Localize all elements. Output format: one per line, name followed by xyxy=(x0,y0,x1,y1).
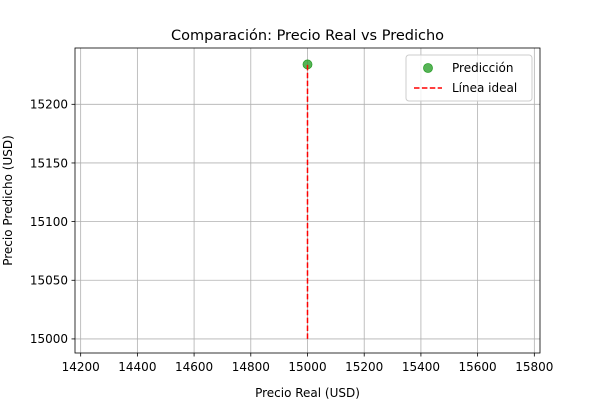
legend-marker-prediccion xyxy=(423,63,433,73)
legend-label-prediccion: Predicción xyxy=(452,61,514,75)
x-axis-ticks: 14200 14400 14600 14800 15000 15200 15400 15600… xyxy=(62,353,553,374)
x-tick-label: 15400 xyxy=(402,360,440,374)
x-tick-label: 15000 xyxy=(288,360,326,374)
y-tick-label: 15050 xyxy=(30,274,68,288)
x-tick-label: 14200 xyxy=(62,360,100,374)
x-tick-label: 14600 xyxy=(175,360,213,374)
x-tick-label: 14400 xyxy=(118,360,156,374)
y-tick-label: 15100 xyxy=(30,215,68,229)
legend: Predicción Línea ideal xyxy=(405,54,533,102)
y-axis-label: Precio Predicho (USD) xyxy=(1,135,15,266)
x-tick-label: 15800 xyxy=(515,360,553,374)
y-axis-ticks: 15000 15050 15100 15150 15200 xyxy=(30,98,75,346)
x-tick-label: 14800 xyxy=(232,360,270,374)
y-tick-label: 15200 xyxy=(30,98,68,112)
legend-label-linea-ideal: Línea ideal xyxy=(452,81,517,95)
y-tick-label: 15150 xyxy=(30,156,68,170)
x-tick-label: 15600 xyxy=(459,360,497,374)
chart-title: Comparación: Precio Real vs Predicho xyxy=(171,28,444,44)
series-layer xyxy=(302,59,313,339)
y-tick-label: 15000 xyxy=(30,332,68,346)
x-tick-label: 15200 xyxy=(345,360,383,374)
legend-box xyxy=(405,54,533,102)
x-axis-label: Precio Real (USD) xyxy=(255,386,360,400)
